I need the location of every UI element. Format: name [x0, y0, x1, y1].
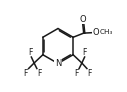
Text: F: F	[83, 48, 87, 57]
Text: N: N	[55, 59, 61, 68]
Text: F: F	[29, 48, 33, 57]
Text: F: F	[74, 69, 79, 78]
Text: CH₃: CH₃	[99, 29, 113, 35]
Text: O: O	[80, 15, 86, 24]
Text: O: O	[93, 28, 99, 37]
Text: F: F	[37, 69, 41, 78]
Text: F: F	[24, 69, 28, 78]
Text: F: F	[87, 69, 92, 78]
